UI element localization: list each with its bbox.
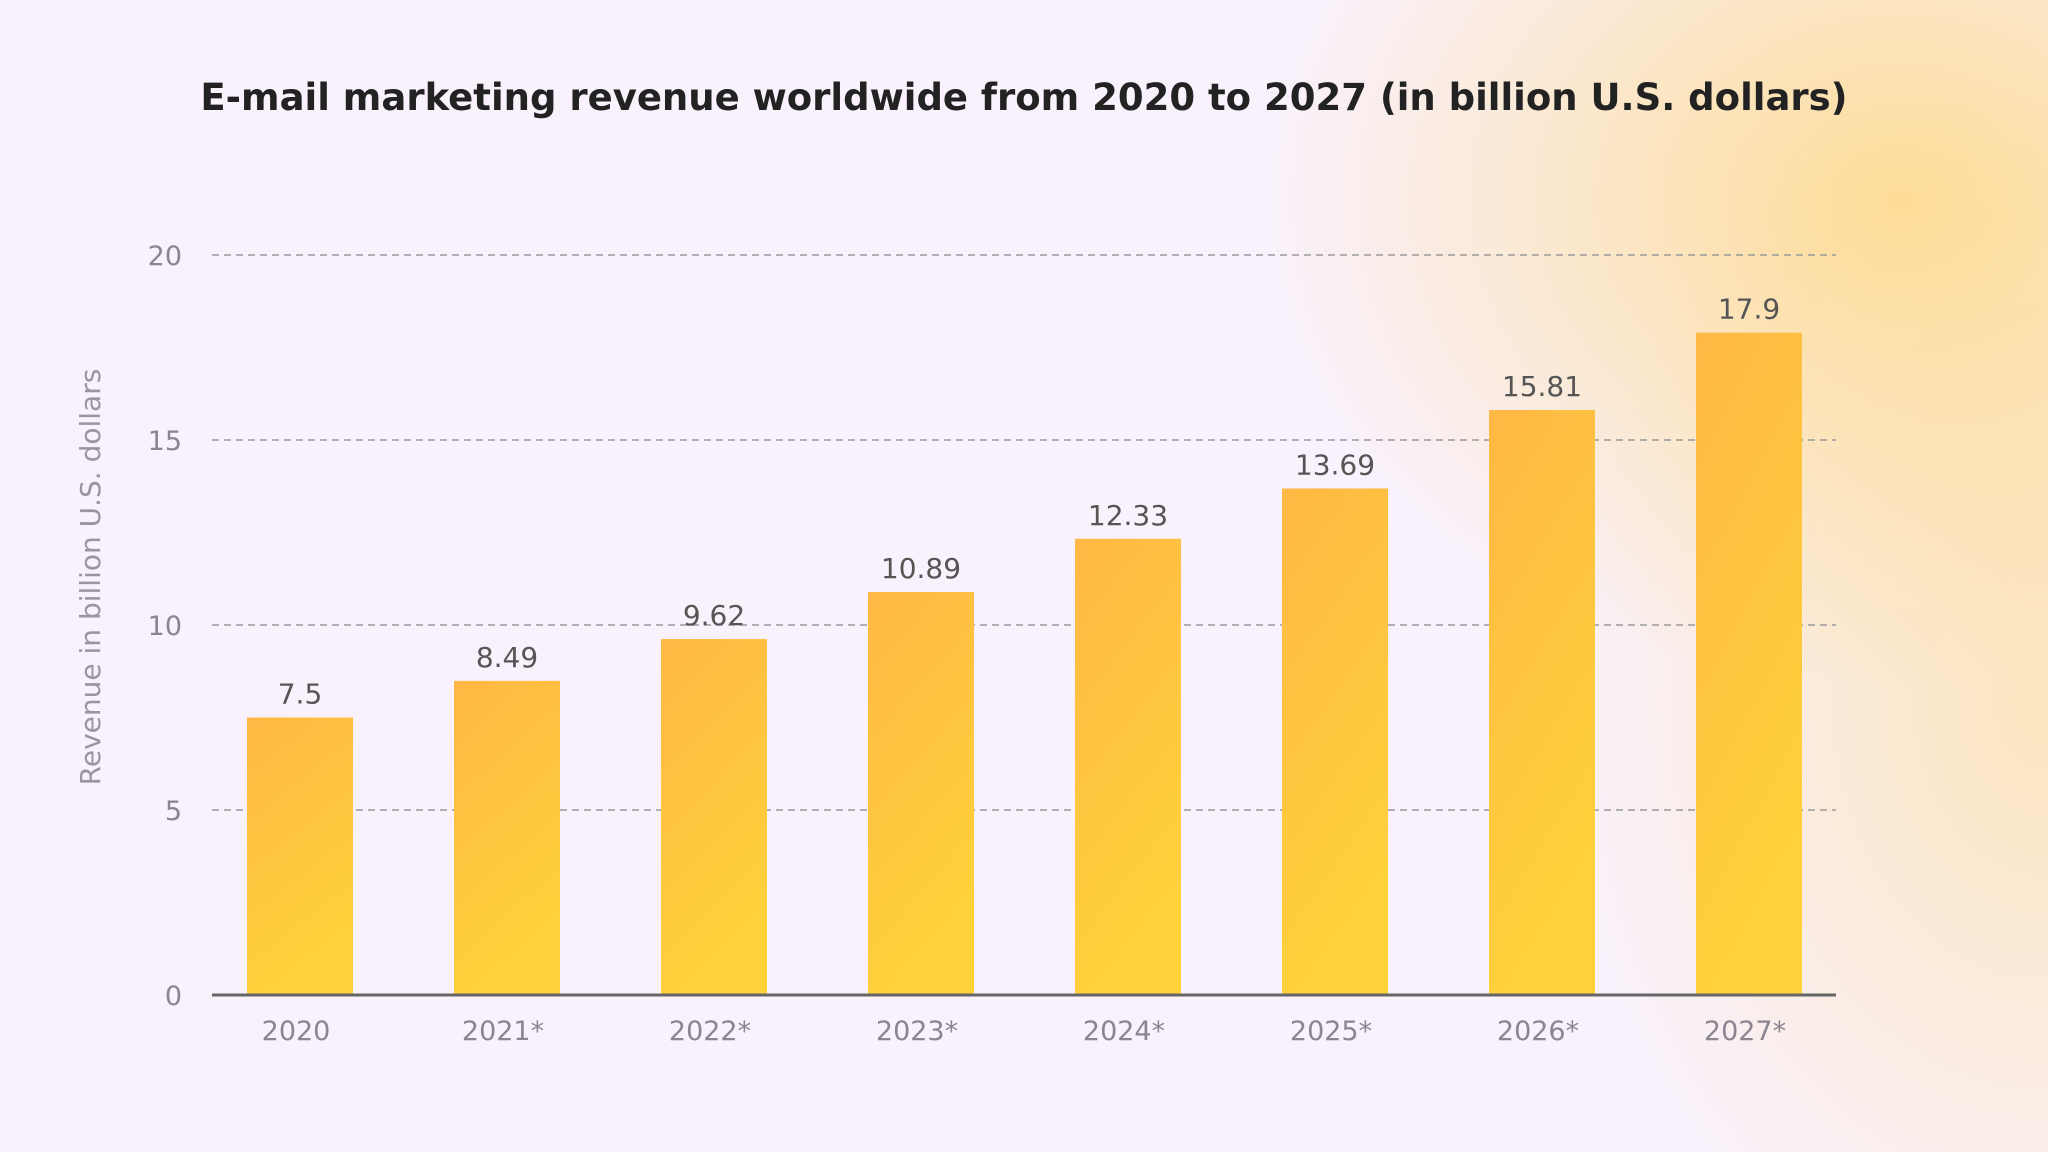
bar — [247, 717, 353, 995]
x-tick-label: 2025* — [1290, 1016, 1372, 1047]
y-axis-label: Revenue in billion U.S. dollars — [74, 369, 107, 786]
bar — [1696, 332, 1802, 995]
y-tick-label: 5 — [165, 796, 182, 827]
y-tick-label: 0 — [165, 981, 182, 1012]
bar — [454, 680, 560, 995]
x-tick-label: 2026* — [1497, 1016, 1579, 1047]
data-label: 17.9 — [1718, 293, 1780, 326]
bar — [1282, 488, 1388, 995]
x-tick-label: 2022* — [669, 1016, 751, 1047]
x-tick-label: 2020 — [262, 1016, 331, 1047]
y-tick-label: 10 — [148, 611, 182, 642]
data-label: 10.89 — [881, 552, 961, 585]
y-tick-label: 20 — [148, 241, 182, 272]
data-label: 12.33 — [1088, 499, 1168, 532]
data-label: 15.81 — [1502, 370, 1582, 403]
x-tick-label: 2027* — [1704, 1016, 1786, 1047]
data-label: 13.69 — [1295, 448, 1375, 481]
bar — [1489, 410, 1595, 995]
bar — [868, 592, 974, 995]
y-tick-label: 15 — [148, 426, 182, 457]
x-tick-label: 2021* — [462, 1016, 544, 1047]
data-label: 9.62 — [683, 599, 745, 632]
x-tick-label: 2024* — [1083, 1016, 1165, 1047]
bar — [1075, 538, 1181, 995]
bar — [661, 639, 767, 995]
data-label: 8.49 — [476, 641, 538, 674]
data-label: 7.5 — [278, 678, 323, 711]
chart-title: E-mail marketing revenue worldwide from … — [200, 76, 1848, 119]
x-tick-label: 2023* — [876, 1016, 958, 1047]
